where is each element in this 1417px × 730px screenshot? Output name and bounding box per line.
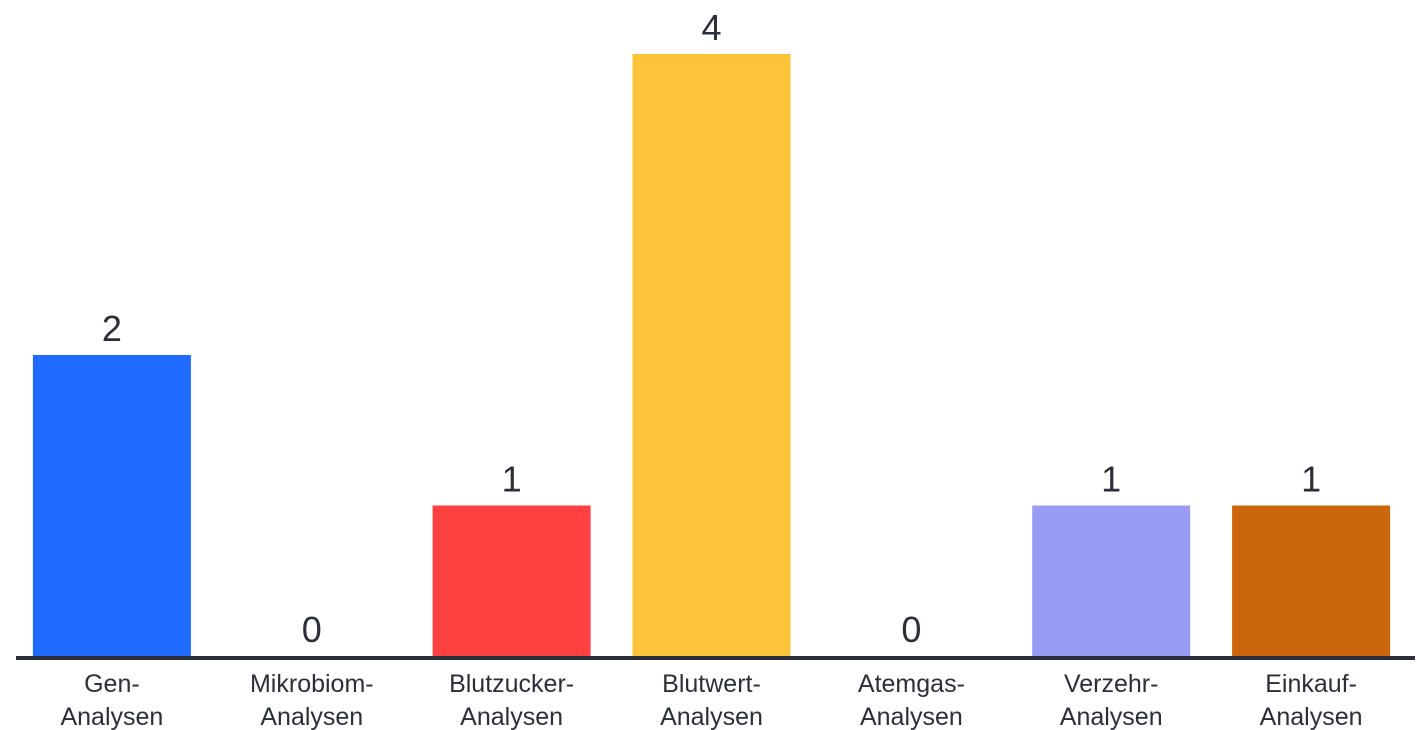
tick-label-line: Blutzucker- — [449, 670, 574, 698]
tick-label-4: Atemgas- Analysen — [858, 670, 965, 730]
data-label-1: 0 — [302, 609, 322, 650]
tick-label-line: Gen- — [84, 670, 140, 698]
tick-label-line: Blutwert- — [662, 670, 761, 698]
data-label-6: 1 — [1301, 459, 1321, 500]
tick-label-line: Atemgas- — [858, 670, 965, 698]
tick-label-line: Verzehr- — [1064, 670, 1158, 698]
bar-0 — [32, 355, 191, 656]
tick-label-2: Blutzucker- Analysen — [449, 670, 574, 730]
tick-label-line: Analysen — [260, 703, 363, 730]
tick-labels-layer: Gen-AnalysenMikrobiom-AnalysenBlutzucker… — [60, 670, 1362, 730]
tick-label-line: Analysen — [460, 703, 563, 730]
bars-layer — [32, 54, 1391, 656]
tick-label-0: Gen- Analysen — [60, 670, 163, 730]
tick-label-line: Analysen — [660, 703, 763, 730]
data-label-4: 0 — [901, 609, 921, 650]
tick-label-line: Mikrobiom- — [250, 670, 374, 698]
value-labels-layer: 2 0 1 4 0 1 1 — [102, 7, 1321, 650]
tick-label-line: Einkauf- — [1265, 670, 1357, 698]
tick-label-line: Analysen — [1060, 703, 1163, 730]
tick-label-3: Blutwert- Analysen — [660, 670, 763, 730]
data-label-3: 4 — [701, 7, 721, 48]
data-label-0: 2 — [102, 308, 122, 349]
bar-2 — [432, 505, 591, 656]
data-label-2: 1 — [502, 459, 522, 500]
tick-label-line: Analysen — [860, 703, 963, 730]
tick-label-line: Analysen — [1260, 703, 1363, 730]
bar-5 — [1032, 505, 1191, 656]
data-label-5: 1 — [1101, 459, 1121, 500]
tick-label-5: Verzehr- Analysen — [1060, 670, 1163, 730]
tick-label-1: Mikrobiom- Analysen — [250, 670, 374, 730]
tick-label-6: Einkauf- Analysen — [1260, 670, 1363, 730]
bar-6 — [1232, 505, 1391, 656]
tick-label-line: Analysen — [60, 703, 163, 730]
bar-3 — [632, 54, 791, 656]
